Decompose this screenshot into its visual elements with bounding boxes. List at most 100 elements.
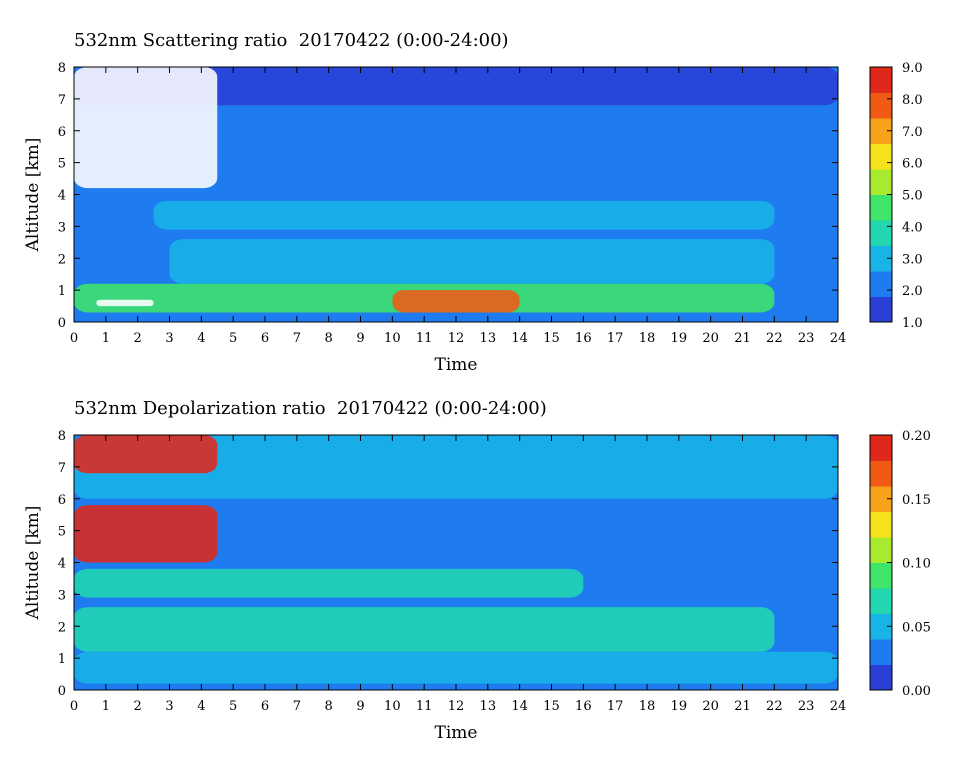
x-tick-label: 14	[511, 331, 528, 346]
x-tick-label: 5	[229, 699, 237, 714]
x-tick-label: 23	[798, 331, 815, 346]
x-tick-label: 1	[102, 331, 110, 346]
x-tick-label: 24	[830, 699, 847, 714]
x-tick-label: 3	[165, 331, 173, 346]
x-tick-label: 22	[766, 331, 783, 346]
data-layer	[74, 568, 584, 598]
y-tick-label: 4	[58, 189, 66, 204]
x-axis-label: Time	[435, 723, 478, 743]
data-layer	[74, 435, 218, 474]
x-tick-label: 21	[734, 331, 751, 346]
x-tick-label: 19	[671, 331, 688, 346]
colorbar-tick-label: 0.20	[902, 429, 931, 444]
y-tick-label: 8	[58, 429, 66, 444]
colorbar-segment	[870, 588, 892, 614]
colorbar-segment	[870, 169, 892, 195]
x-tick-label: 10	[384, 699, 401, 714]
data-layer	[74, 67, 218, 189]
y-tick-label: 3	[58, 588, 66, 603]
x-tick-label: 16	[575, 699, 592, 714]
colorbar-segment	[870, 664, 892, 691]
x-tick-label: 0	[70, 331, 78, 346]
colorbar-segment	[870, 511, 892, 538]
colorbar-tick-label: 0.10	[902, 557, 931, 572]
x-tick-label: 4	[197, 331, 205, 346]
data-layer	[74, 651, 838, 684]
y-tick-label: 4	[58, 557, 66, 572]
x-tick-label: 18	[639, 699, 656, 714]
chart-title: 532nm Scattering ratio 20170422 (0:00-24…	[74, 30, 509, 51]
colorbar-segment	[870, 143, 892, 170]
x-tick-label: 13	[480, 331, 497, 346]
x-tick-label: 7	[293, 699, 301, 714]
colorbar-tick-label: 4.0	[902, 220, 923, 235]
data-layer	[169, 239, 775, 284]
y-tick-label: 0	[58, 316, 66, 331]
colorbar-tick-label: 7.0	[902, 125, 923, 140]
x-tick-label: 14	[511, 699, 528, 714]
x-tick-label: 17	[607, 699, 624, 714]
x-tick-label: 8	[325, 331, 333, 346]
x-tick-label: 19	[671, 699, 688, 714]
colorbar-tick-label: 8.0	[902, 93, 923, 108]
y-tick-label: 0	[58, 684, 66, 699]
data-layer	[96, 299, 154, 307]
data-layer	[392, 290, 520, 313]
y-tick-label: 1	[58, 652, 66, 667]
colorbar-segment	[870, 220, 892, 246]
colorbar-tick-label: 3.0	[902, 252, 923, 267]
chart-title: 532nm Depolarization ratio 20170422 (0:0…	[74, 398, 547, 419]
x-tick-label: 10	[384, 331, 401, 346]
y-tick-label: 8	[58, 61, 66, 76]
x-tick-label: 6	[261, 699, 269, 714]
colorbar-segment	[870, 537, 892, 563]
x-tick-label: 11	[416, 331, 433, 346]
data-layer	[74, 607, 775, 652]
x-tick-label: 2	[134, 699, 142, 714]
x-tick-label: 16	[575, 331, 592, 346]
x-tick-label: 7	[293, 331, 301, 346]
colorbar-segment	[870, 92, 892, 119]
x-tick-label: 24	[830, 331, 847, 346]
x-tick-label: 13	[480, 699, 497, 714]
scattering-ratio-panel: 532nm Scattering ratio 20170422 (0:00-24…	[23, 30, 923, 375]
x-tick-label: 4	[197, 699, 205, 714]
y-tick-label: 1	[58, 284, 66, 299]
colorbar-tick-label: 5.0	[902, 189, 923, 204]
x-tick-label: 8	[325, 699, 333, 714]
colorbar-segment	[870, 271, 892, 297]
x-tick-label: 2	[134, 331, 142, 346]
x-tick-label: 12	[448, 331, 465, 346]
colorbar-segment	[870, 639, 892, 665]
y-tick-label: 2	[58, 252, 66, 267]
colorbar-segment	[870, 296, 892, 323]
x-tick-label: 21	[734, 699, 751, 714]
colorbar-segment	[870, 435, 892, 461]
plot-area	[74, 67, 838, 322]
colorbar-tick-label: 0.15	[902, 493, 931, 508]
scattering-ratio-chart: 0 1 2 3 4 5 6 7 8 9 10 11 12 13 14 15 16 17 18 19 20 21 22 23 24…	[23, 61, 923, 375]
data-layer	[74, 435, 838, 499]
y-tick-label: 2	[58, 620, 66, 635]
x-tick-label: 15	[543, 331, 560, 346]
x-tick-label: 9	[356, 331, 364, 346]
x-tick-label: 17	[607, 331, 624, 346]
x-tick-label: 15	[543, 699, 560, 714]
colorbar-segment	[870, 562, 892, 589]
x-tick-label: 11	[416, 699, 433, 714]
x-tick-label: 20	[702, 699, 719, 714]
x-tick-label: 20	[702, 331, 719, 346]
x-tick-label: 22	[766, 699, 783, 714]
data-layer	[153, 200, 775, 230]
y-tick-label: 5	[58, 157, 66, 172]
y-tick-label: 6	[58, 125, 66, 140]
plot-area	[74, 435, 838, 690]
colorbar-tick-label: 6.0	[902, 157, 923, 172]
x-tick-label: 12	[448, 699, 465, 714]
x-tick-label: 23	[798, 699, 815, 714]
colorbar-segment	[870, 118, 892, 144]
x-tick-label: 1	[102, 699, 110, 714]
colorbar-tick-label: 0.05	[902, 620, 931, 635]
x-tick-label: 5	[229, 331, 237, 346]
colorbar-segment	[870, 486, 892, 512]
